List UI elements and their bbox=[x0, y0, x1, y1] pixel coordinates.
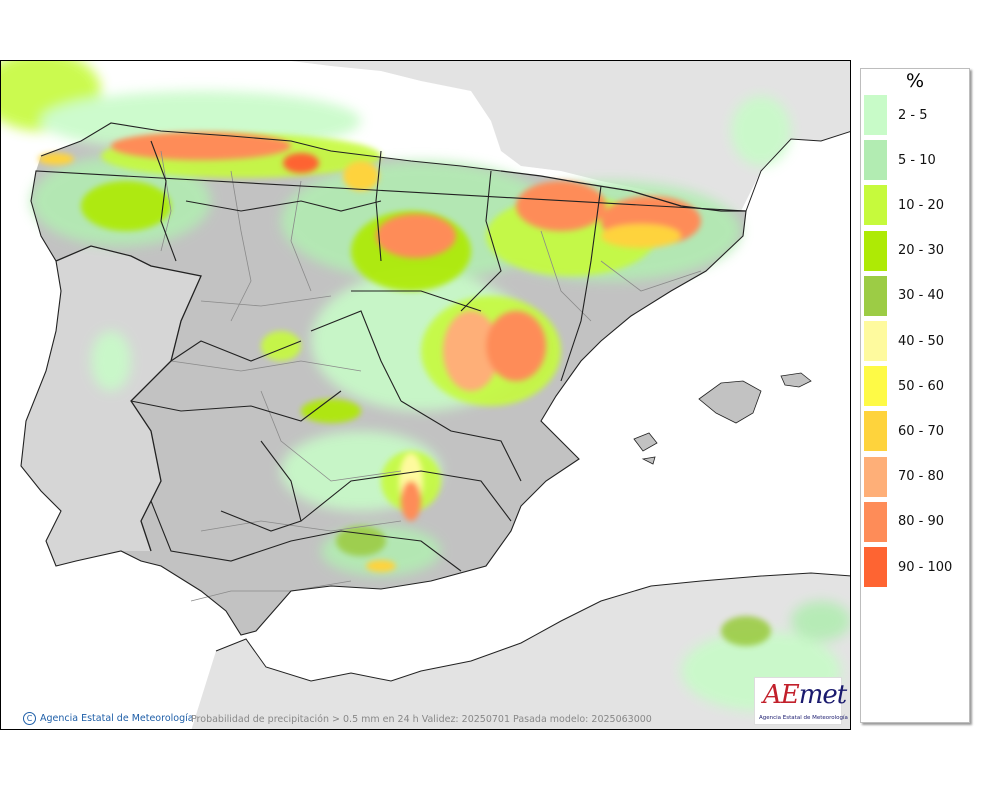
legend-label: 10 - 20 bbox=[898, 197, 945, 213]
legend-item: 20 - 30 bbox=[864, 230, 944, 272]
legend-item: 5 - 10 bbox=[864, 139, 936, 181]
france-land bbox=[291, 61, 850, 211]
legend-swatch bbox=[864, 501, 887, 542]
legend-title: % bbox=[905, 70, 925, 92]
legend-item: 90 - 100 bbox=[864, 546, 952, 588]
formentera bbox=[641, 456, 656, 465]
legend-label: 60 - 70 bbox=[898, 423, 945, 439]
aemet-logo: AEmet Agencia Estatal de Meteorología bbox=[754, 677, 848, 725]
legend-swatch bbox=[864, 321, 887, 361]
portugal-border bbox=[55, 245, 202, 552]
legend-swatch bbox=[864, 366, 887, 407]
legend-item: 40 - 50 bbox=[864, 320, 944, 362]
legend-swatch bbox=[864, 185, 887, 226]
precipitation-probability-map: C Agencia Estatal de Meteorología Probab… bbox=[0, 60, 851, 730]
legend-label: 30 - 40 bbox=[898, 288, 945, 304]
iberia-coastline bbox=[20, 122, 747, 636]
legend-item: 50 - 60 bbox=[864, 365, 944, 407]
legend-item: 2 - 5 bbox=[864, 94, 928, 136]
north-africa-land bbox=[191, 573, 850, 729]
legend-item: 30 - 40 bbox=[864, 275, 944, 317]
legend-item: 70 - 80 bbox=[864, 456, 944, 498]
france-coastline bbox=[745, 131, 850, 212]
ibiza bbox=[633, 432, 658, 452]
map-caption: Probabilidad de precipitación > 0.5 mm e… bbox=[191, 714, 652, 725]
legend-label: 20 - 30 bbox=[898, 243, 945, 259]
legend-swatch bbox=[864, 230, 887, 271]
legend-swatch bbox=[864, 275, 887, 316]
legend-swatch bbox=[864, 140, 887, 181]
precip-high-layer bbox=[38, 132, 701, 572]
legend: % 2 - 5 5 - 10 10 - 20 20 - 30 30 - 40 40 - 5… bbox=[860, 68, 970, 723]
legend-label: 2 - 5 bbox=[898, 107, 928, 123]
legend-label: 70 - 80 bbox=[898, 469, 945, 485]
legend-item: 80 - 90 bbox=[864, 501, 944, 543]
legend-swatch bbox=[864, 456, 887, 497]
legend-label: 50 - 60 bbox=[898, 378, 945, 394]
legend-swatch bbox=[864, 95, 887, 135]
map-canvas bbox=[1, 61, 850, 729]
aemet-logo-subtitle: Agencia Estatal de Meteorología bbox=[759, 715, 848, 721]
portugal-land bbox=[21, 246, 201, 566]
province-boundaries bbox=[160, 150, 702, 602]
agency-credit: C Agencia Estatal de Meteorología bbox=[23, 712, 194, 725]
menorca bbox=[780, 372, 812, 388]
legend-item: 10 - 20 bbox=[864, 184, 944, 226]
legend-label: 5 - 10 bbox=[898, 152, 936, 168]
france-border bbox=[500, 170, 746, 212]
legend-swatch bbox=[864, 547, 887, 587]
aemet-logo-word: AEmet bbox=[763, 680, 847, 710]
legend-swatch bbox=[864, 411, 887, 452]
africa-coastline bbox=[215, 572, 850, 682]
legend-label: 40 - 50 bbox=[898, 333, 945, 349]
legend-label: 90 - 100 bbox=[898, 559, 953, 575]
legend-item: 60 - 70 bbox=[864, 410, 944, 452]
legend-label: 80 - 90 bbox=[898, 514, 945, 530]
mallorca bbox=[698, 380, 762, 424]
region-boundaries bbox=[130, 140, 602, 572]
agency-name: Agencia Estatal de Meteorología bbox=[40, 713, 194, 724]
copyright-icon: C bbox=[23, 712, 36, 725]
